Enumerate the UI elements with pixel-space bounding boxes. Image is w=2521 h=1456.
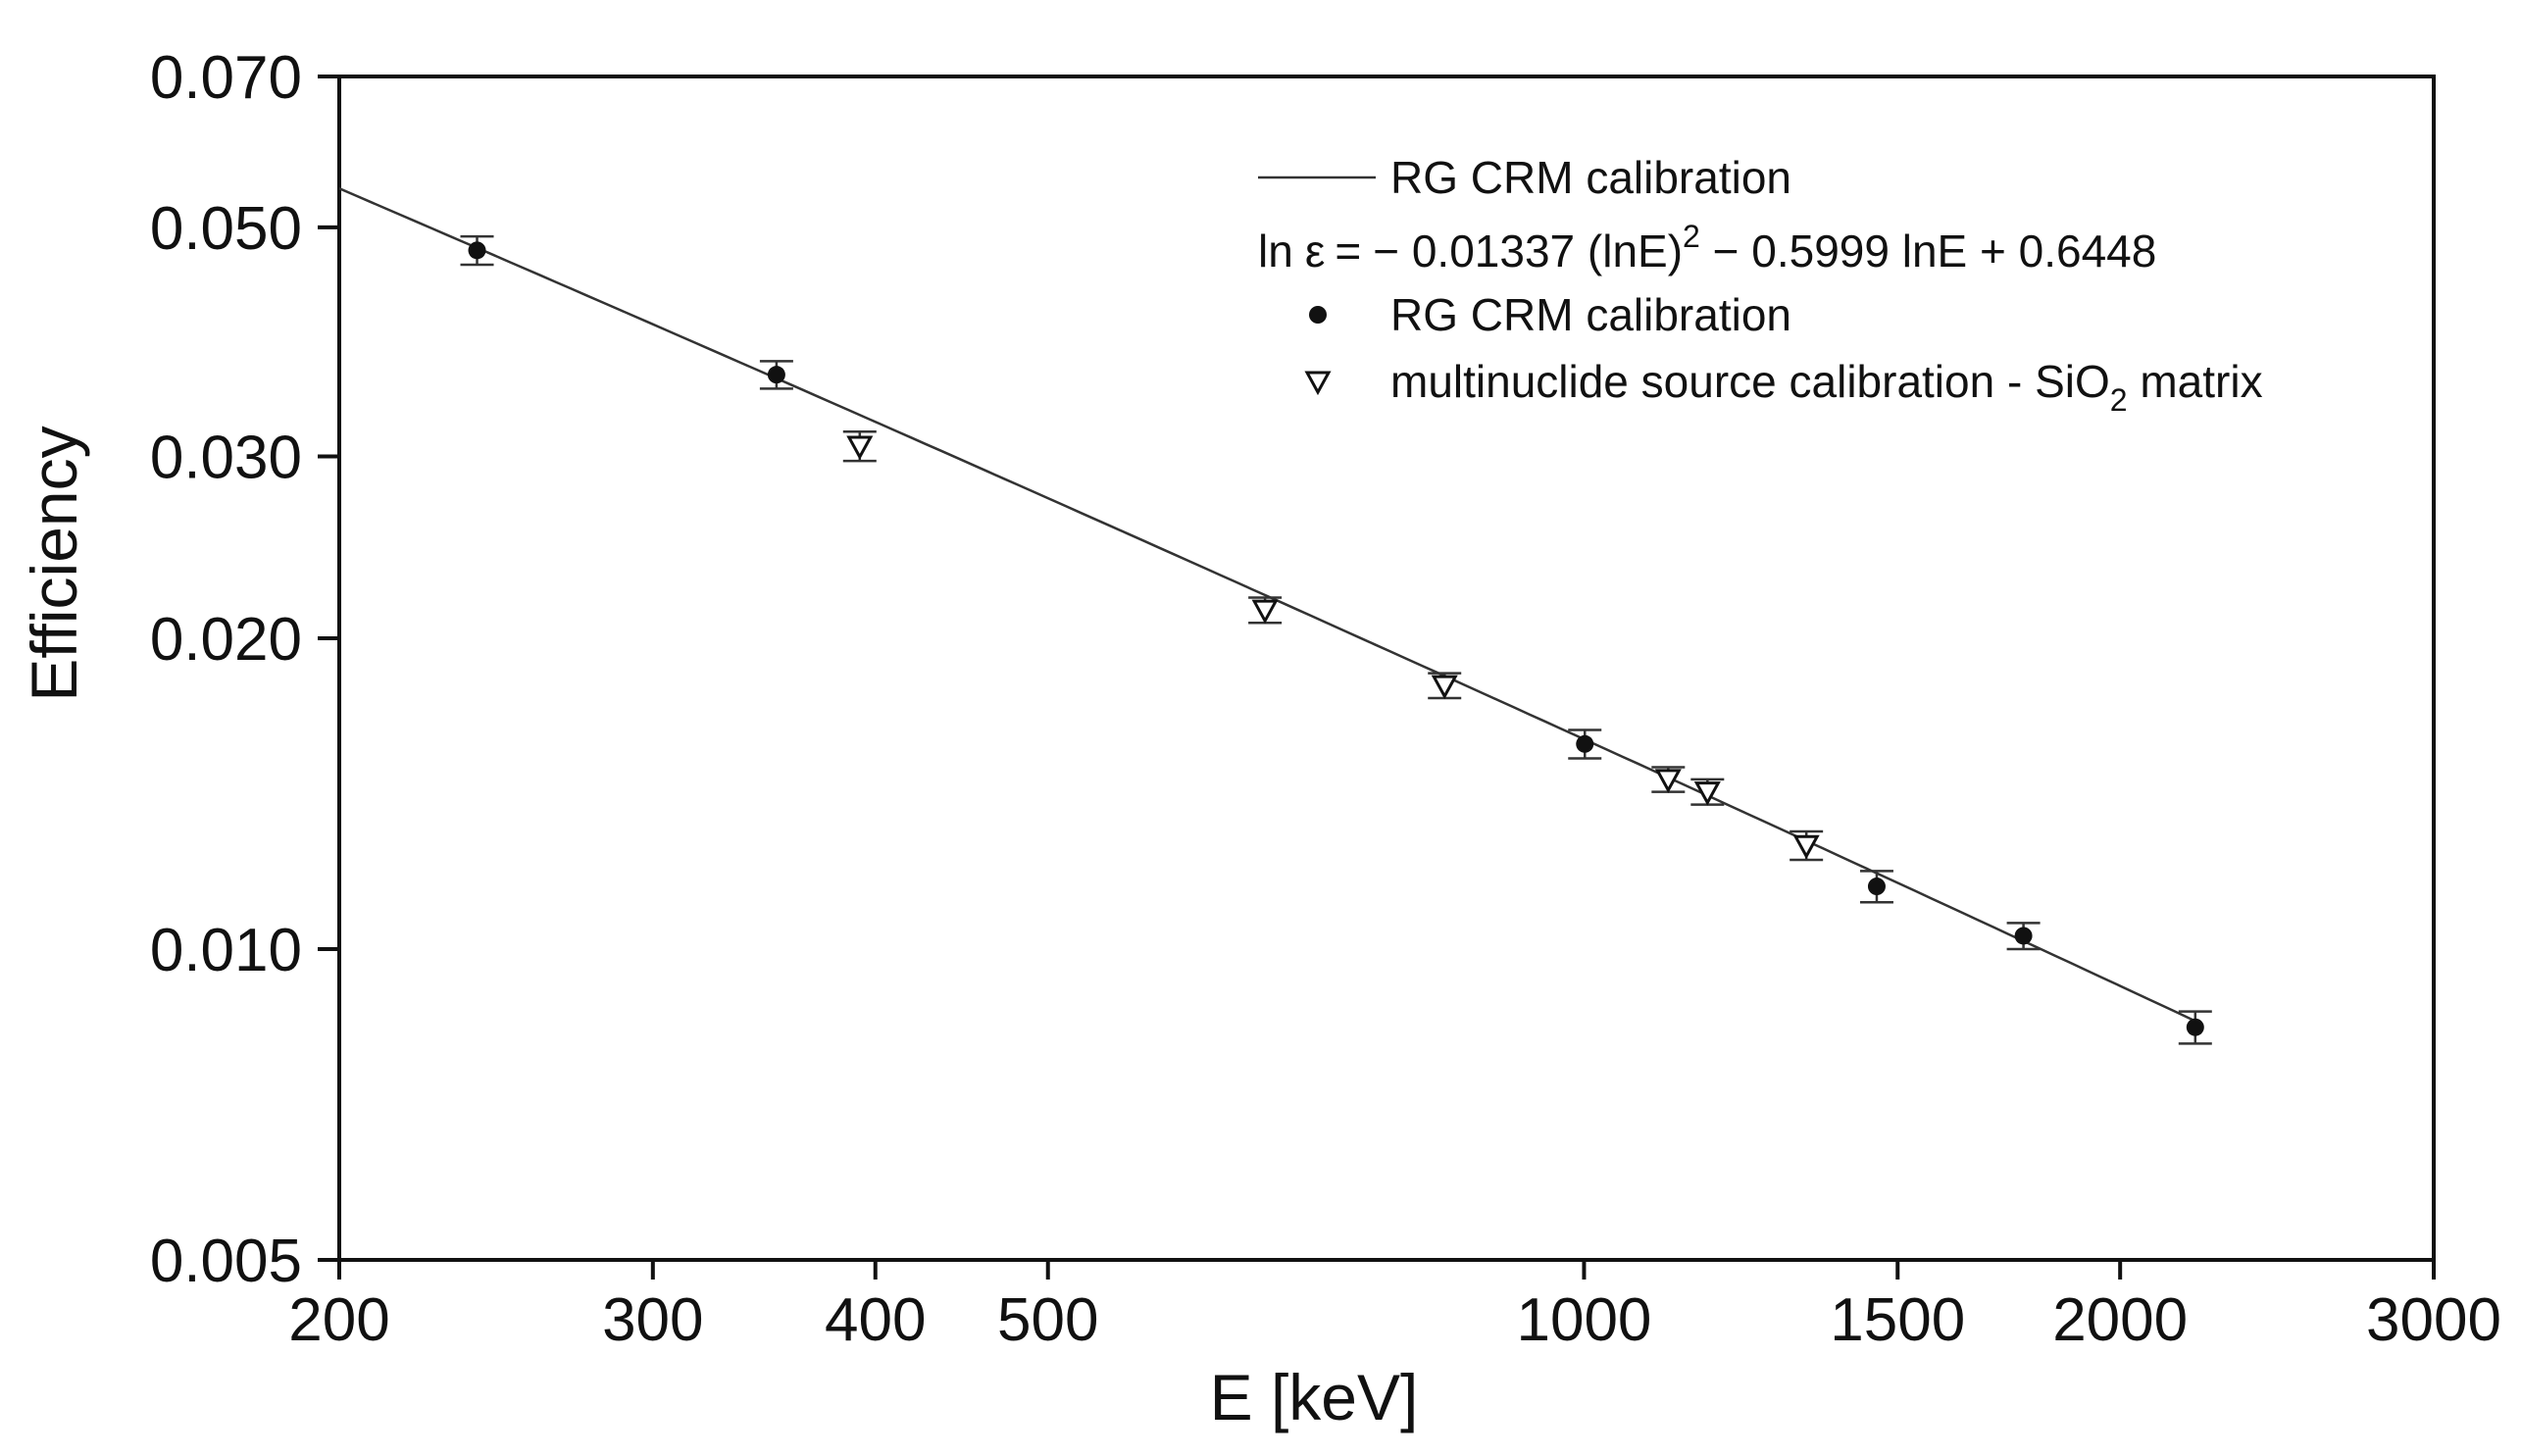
- filled-circle-marker: [2014, 927, 2033, 945]
- multinuclide-point-662: [1248, 596, 1283, 625]
- equation-prefix: ln: [1258, 226, 1293, 276]
- multinuclide-point-1173: [1690, 778, 1725, 806]
- filled-circle-marker: [468, 241, 486, 260]
- y-axis-title: Efficiency: [18, 426, 90, 701]
- legend-triangle-main: multinuclide source calibration - SiO: [1390, 356, 2110, 407]
- crm-point-1765: [2006, 922, 2041, 951]
- legend-line-label: RG CRM calibration: [1390, 152, 1791, 203]
- x-tick-label-200: 200: [288, 1286, 389, 1354]
- legend-triangle-subscript: 2: [2110, 382, 2128, 418]
- open-triangle-marker: [1654, 769, 1682, 794]
- legend-dot-label: RG CRM calibration: [1390, 289, 1791, 340]
- x-tick-label-400: 400: [825, 1286, 926, 1354]
- x-tick-label-300: 300: [602, 1286, 703, 1354]
- plot-area: [337, 75, 2436, 1262]
- open-triangle-marker: [1431, 675, 1458, 700]
- x-tick-label-3000: 3000: [2366, 1286, 2501, 1354]
- x-tick-label-1000: 1000: [1516, 1286, 1651, 1354]
- legend-dot-marker: [1309, 306, 1327, 324]
- equation-part1: − 0.01337 (lnE): [1373, 226, 1683, 276]
- equation-epsilon: ε: [1305, 226, 1326, 276]
- multinuclide-point-392: [842, 430, 877, 463]
- crm-point-1001: [1568, 728, 1602, 760]
- fit-line: [338, 187, 2194, 1022]
- legend-triangle-label: multinuclide source calibration - SiO2 m…: [1390, 356, 2263, 418]
- crm-point-1460: [1859, 870, 1893, 904]
- filled-circle-marker: [767, 366, 785, 384]
- multinuclide-point-1115: [1651, 766, 1686, 794]
- x-axis-title: E [keV]: [1210, 1361, 1419, 1433]
- x-axis-ticks: 200 300 400 500 1000 1500 2000 3000: [288, 1260, 2501, 1354]
- y-tick-label-0.010: 0.010: [150, 917, 302, 984]
- y-axis-ticks: 0.005 0.010 0.020 0.030 0.050 0.070: [150, 44, 339, 1295]
- open-triangle-marker: [846, 435, 874, 461]
- open-triangle-marker: [1792, 834, 1820, 860]
- multinuclide-point-835: [1428, 672, 1462, 700]
- filled-circle-marker: [2186, 1018, 2204, 1036]
- x-tick-label-500: 500: [997, 1286, 1098, 1354]
- equation-exponent: 2: [1683, 219, 1700, 254]
- x-tick-label-2000: 2000: [2052, 1286, 2188, 1354]
- crm-point-239: [460, 234, 494, 267]
- x-tick-label-1500: 1500: [1830, 1286, 1965, 1354]
- y-tick-label-0.020: 0.020: [150, 606, 302, 674]
- legend-triangle-tail: matrix: [2128, 356, 2263, 407]
- y-tick-label-0.070: 0.070: [150, 44, 302, 112]
- open-triangle-marker: [1693, 781, 1721, 806]
- legend-triangle-marker: [1304, 371, 1332, 396]
- filled-circle-marker: [1576, 734, 1594, 753]
- y-tick-label-0.030: 0.030: [150, 425, 302, 492]
- crm-point-2204: [2178, 1010, 2212, 1045]
- crm-point-352: [759, 360, 793, 390]
- data-points-layer: [460, 234, 2212, 1045]
- legend: RG CRM calibration ln ε = − 0.01337 (lnE)2 …: [1258, 152, 2263, 418]
- equation-part2: − 0.5999 lnE + 0.6448: [1700, 226, 2157, 276]
- y-tick-label-0.050: 0.050: [150, 195, 302, 263]
- filled-circle-marker: [1867, 878, 1886, 896]
- equation-equals: =: [1335, 226, 1361, 276]
- legend-equation: ln ε = − 0.01337 (lnE)2 − 0.5999 lnE + 0.64…: [1258, 219, 2156, 276]
- y-tick-label-0.005: 0.005: [150, 1228, 302, 1295]
- fit-line-layer: [338, 187, 2194, 1022]
- multinuclide-point-1333: [1790, 829, 1824, 862]
- open-triangle-marker: [1251, 599, 1279, 625]
